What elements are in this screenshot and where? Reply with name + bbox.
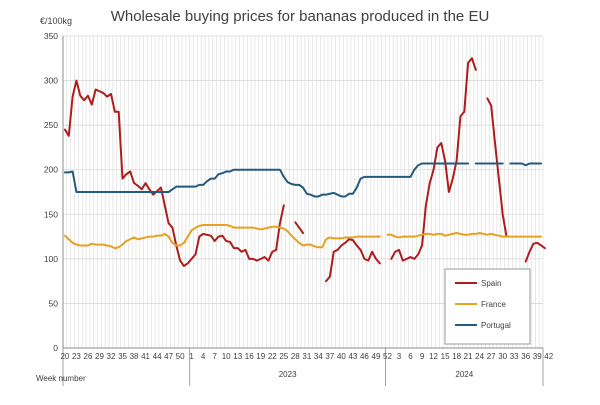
x-tick-label: 40 <box>337 352 346 361</box>
x-tick-label: 26 <box>84 352 93 361</box>
x-tick-label: 28 <box>291 352 300 361</box>
x-tick-label: 13 <box>233 352 242 361</box>
legend-label-portugal: Portugal <box>481 321 511 330</box>
x-tick-label: 35 <box>118 352 127 361</box>
legend-box <box>444 268 531 345</box>
y-tick-label: 250 <box>44 120 58 130</box>
x-tick-label: 42 <box>544 352 553 361</box>
x-tick-label: 37 <box>325 352 334 361</box>
x-tick-label: 32 <box>107 352 116 361</box>
chart-text: Wholesale buying prices for bananas prod… <box>36 8 554 383</box>
x-tick-label: 39 <box>533 352 542 361</box>
x-tick-label: 46 <box>360 352 369 361</box>
y-tick-label: 100 <box>44 254 58 264</box>
x-tick-label: 16 <box>245 352 254 361</box>
x-tick-label: 15 <box>441 352 450 361</box>
chart-title: Wholesale buying prices for bananas prod… <box>111 8 490 25</box>
x-tick-label: 21 <box>464 352 473 361</box>
y-tick-label: 350 <box>44 31 58 41</box>
x-tick-label: 30 <box>498 352 507 361</box>
y-tick-label: 0 <box>53 343 58 353</box>
x-tick-label: 27 <box>487 352 496 361</box>
x-tick-label: 41 <box>141 352 150 361</box>
x-tick-label: 6 <box>408 352 413 361</box>
x-tick-label: 20 <box>60 352 69 361</box>
x-tick-label: 24 <box>475 352 484 361</box>
x-tick-label: 1 <box>189 352 194 361</box>
x-tick-label: 47 <box>164 352 173 361</box>
x-tick-label: 12 <box>429 352 438 361</box>
x-tick-label: 44 <box>153 352 162 361</box>
x-tick-label: 10 <box>222 352 231 361</box>
series-line-france <box>63 223 543 250</box>
x-tick-label: 18 <box>452 352 461 361</box>
x-tick-label: 49 <box>372 352 381 361</box>
y-tick-label: 200 <box>44 165 58 175</box>
x-tick-label: 7 <box>212 352 217 361</box>
series-lines <box>63 57 546 283</box>
x-tick-label: 4 <box>201 352 206 361</box>
series-line-spain <box>63 57 546 283</box>
x-tick-label: 25 <box>279 352 288 361</box>
legend-label-france: France <box>481 300 506 309</box>
x-tick-label: 23 <box>72 352 81 361</box>
legend-label-spain: Spain <box>481 279 501 288</box>
x-tick-label: 9 <box>420 352 425 361</box>
y-tick-label: 300 <box>44 76 58 86</box>
x-tick-label: 29 <box>95 352 104 361</box>
x-tick-label: 33 <box>510 352 519 361</box>
x-tick-label: 19 <box>256 352 265 361</box>
x-tick-label: 52 <box>383 352 392 361</box>
x-tick-label: 43 <box>348 352 357 361</box>
x-tick-label: 34 <box>314 352 323 361</box>
x-tick-label: 50 <box>176 352 185 361</box>
x-tick-label: 3 <box>397 352 402 361</box>
year-label: 2024 <box>455 370 473 379</box>
year-label: 2023 <box>279 370 297 379</box>
x-tick-label: 22 <box>268 352 277 361</box>
x-tick-label: 31 <box>302 352 311 361</box>
series-line-portugal <box>63 162 543 198</box>
x-tick-label: 36 <box>521 352 530 361</box>
legend: Spain France Portugal <box>444 268 531 345</box>
x-tick-label: 38 <box>130 352 139 361</box>
axes <box>62 36 544 386</box>
y-tick-label: 150 <box>44 209 58 219</box>
x-axis-label: Week number <box>36 374 86 383</box>
y-tick-label: 50 <box>49 298 59 308</box>
y-axis-label: €/100kg <box>40 16 72 26</box>
